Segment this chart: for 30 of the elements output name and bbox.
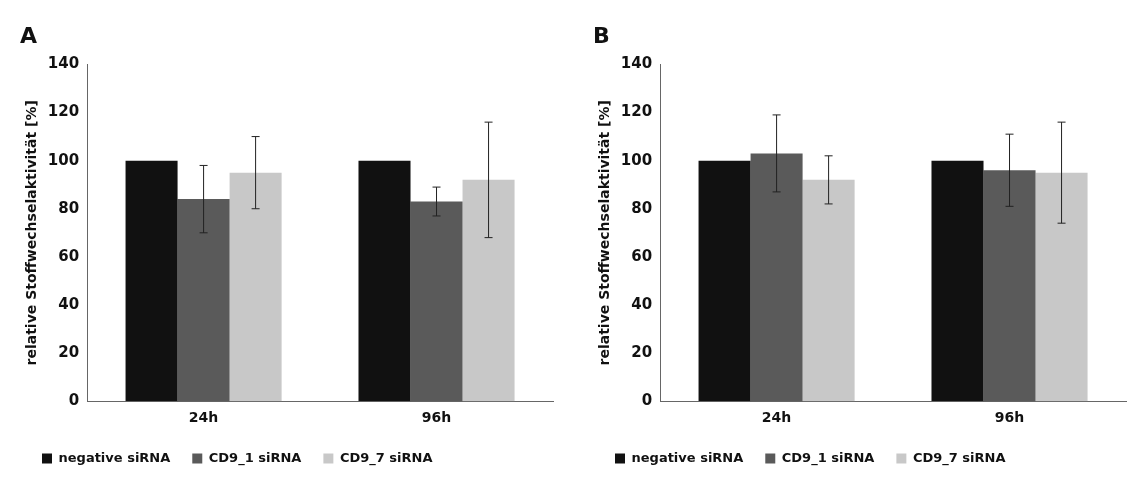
y-tick-label: 100: [47, 150, 80, 169]
y-tick-label: 0: [641, 391, 653, 410]
y-tick-label: 140: [620, 54, 653, 73]
y-tick-label: 120: [47, 102, 80, 121]
x-tick-label: 24h: [188, 409, 219, 426]
x-tick-label: 96h: [994, 409, 1025, 426]
y-tick-label: 20: [58, 342, 80, 361]
y-tick-label: 60: [631, 246, 653, 265]
x-tick-label: 24h: [761, 409, 792, 426]
legend-label: negative siRNA: [631, 449, 744, 465]
y-axis-title: relative Stoffwechselaktivität [%]: [596, 100, 613, 366]
y-axis-title: relative Stoffwechselaktivität [%]: [23, 100, 40, 366]
legend-label: negative siRNA: [58, 449, 171, 465]
y-tick-label: 60: [58, 246, 80, 265]
legend-label: CD9_1 siRNA: [781, 449, 875, 466]
legend-label: CD9_7 siRNA: [912, 449, 1006, 466]
chart-title: A: [20, 22, 38, 48]
legend-label: CD9_1 siRNA: [208, 449, 302, 466]
y-tick-label: 40: [58, 294, 80, 313]
y-tick-label: 40: [631, 294, 653, 313]
x-tick-label: 96h: [421, 409, 452, 426]
legend-label: CD9_7 siRNA: [339, 449, 433, 466]
y-tick-label: 140: [47, 54, 80, 73]
y-tick-label: 0: [68, 391, 80, 410]
y-tick-label: 80: [631, 198, 653, 217]
y-tick-label: 80: [58, 198, 80, 217]
chart-title: B: [593, 22, 610, 48]
y-tick-label: 120: [620, 102, 653, 121]
y-tick-label: 100: [620, 150, 653, 169]
y-tick-label: 20: [631, 342, 653, 361]
